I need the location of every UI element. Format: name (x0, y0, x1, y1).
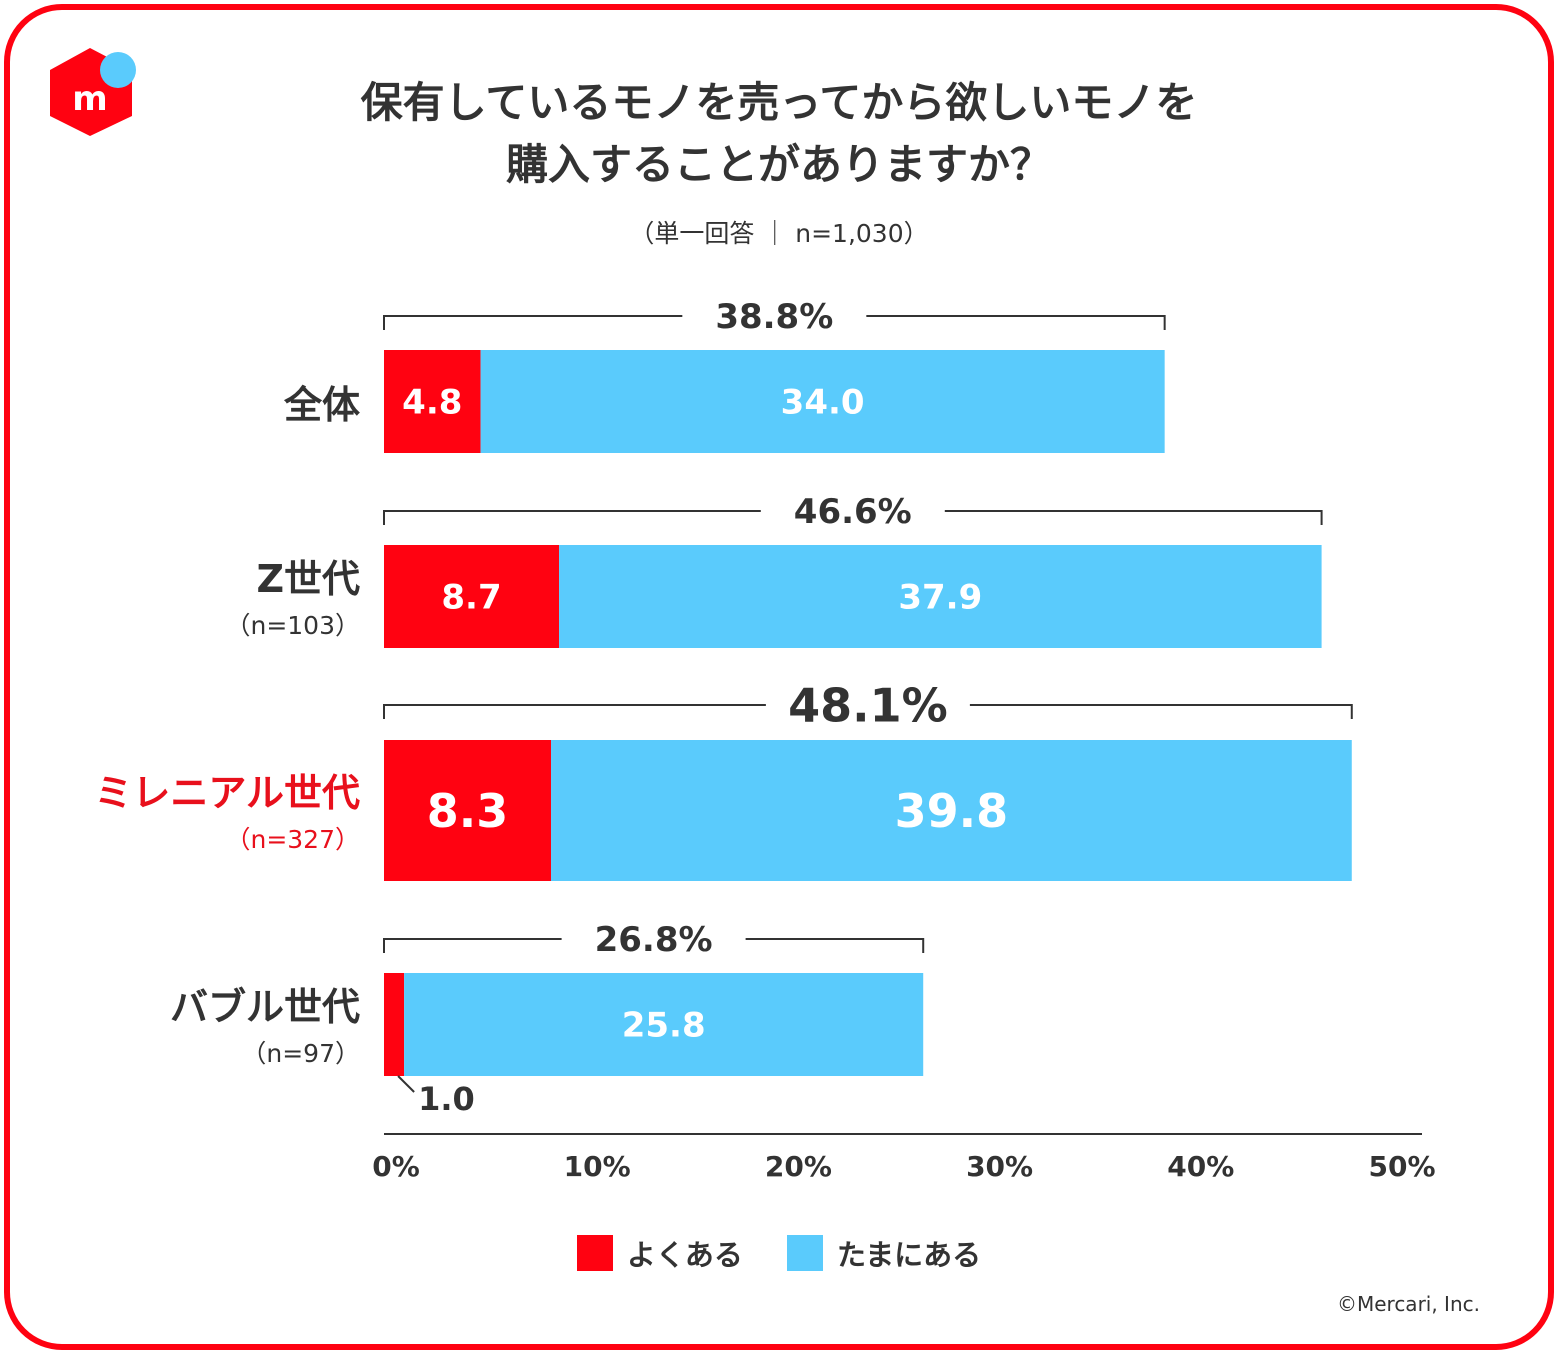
x-tick-label: 20% (765, 1150, 832, 1183)
total-label: 26.8% (595, 920, 713, 960)
value-label-often: 8.3 (427, 784, 509, 838)
value-label-often: 1.0 (418, 1080, 475, 1118)
title-line-2: 購入することがありますか？ (505, 140, 1052, 189)
x-tick-label: 0% (372, 1150, 420, 1183)
category-n-label: （n=103） (225, 611, 360, 640)
total-label: 46.6% (794, 492, 912, 532)
category-n-label: （n=327） (225, 825, 360, 854)
legend-item-sometimes: たまにある (786, 1232, 982, 1274)
total-bracket-right (969, 704, 1353, 719)
bar-often (384, 350, 481, 453)
total-bracket-left (383, 315, 683, 330)
total-bracket-right (745, 938, 925, 953)
leader-line (397, 1075, 415, 1093)
chart-subtitle: （単一回答 ｜ n=1,030） (629, 219, 929, 248)
card-frame (4, 4, 1554, 1350)
x-tick-label: 40% (1167, 1150, 1234, 1183)
bar-sometimes (480, 350, 1165, 453)
bar-sometimes (559, 545, 1322, 648)
category-label: ミレニアル世代 (94, 771, 360, 815)
category-n-label: （n=97） (241, 1039, 360, 1068)
x-tick-label: 50% (1368, 1150, 1435, 1183)
legend-item-often: よくある (576, 1232, 743, 1274)
bar-often (384, 740, 551, 881)
category-label: 全体 (283, 383, 360, 427)
title-line-1: 保有しているモノを売ってから欲しいモノを (360, 78, 1198, 127)
legend-swatch-often (576, 1235, 613, 1271)
total-bracket-right (944, 510, 1323, 525)
bar-often (384, 973, 405, 1076)
legend-label-often: よくある (626, 1238, 743, 1272)
value-label-sometimes: 25.8 (622, 1006, 706, 1046)
chart-title: 保有しているモノを売ってから欲しいモノを 購入することがありますか？ (0, 72, 1558, 196)
legend-swatch-sometimes (786, 1235, 823, 1271)
bar-sometimes (550, 740, 1352, 881)
logo-letter: m (72, 79, 107, 119)
total-label: 48.1% (788, 679, 948, 733)
value-label-sometimes: 37.9 (898, 578, 982, 618)
total-bracket-left (383, 938, 562, 953)
bar-sometimes (404, 973, 924, 1076)
category-label: バブル世代 (170, 985, 360, 1029)
total-bracket-right (866, 315, 1166, 330)
x-tick-label: 10% (564, 1150, 631, 1183)
value-label-sometimes: 39.8 (895, 784, 1009, 838)
mercari-logo: m (48, 44, 140, 140)
total-bracket-left (383, 704, 766, 719)
category-label: Z世代 (256, 557, 360, 601)
copyright: ©Mercari, Inc. (1336, 1292, 1480, 1316)
legend: よくある たまにある (0, 1232, 1558, 1274)
total-label: 38.8% (715, 297, 833, 337)
bar-often (384, 545, 560, 648)
x-tick-label: 30% (966, 1150, 1033, 1183)
legend-label-sometimes: たまにある (836, 1238, 982, 1272)
total-bracket-left (383, 510, 761, 525)
value-label-often: 4.8 (402, 383, 462, 423)
bar-chart: 4.8 34.0 38.8% 全体 8.7 37.9 46.6% Z世代 （n=103） 8.3 3… (94, 297, 1435, 1183)
value-label-sometimes: 34.0 (781, 383, 865, 423)
value-label-often: 8.7 (441, 578, 501, 618)
